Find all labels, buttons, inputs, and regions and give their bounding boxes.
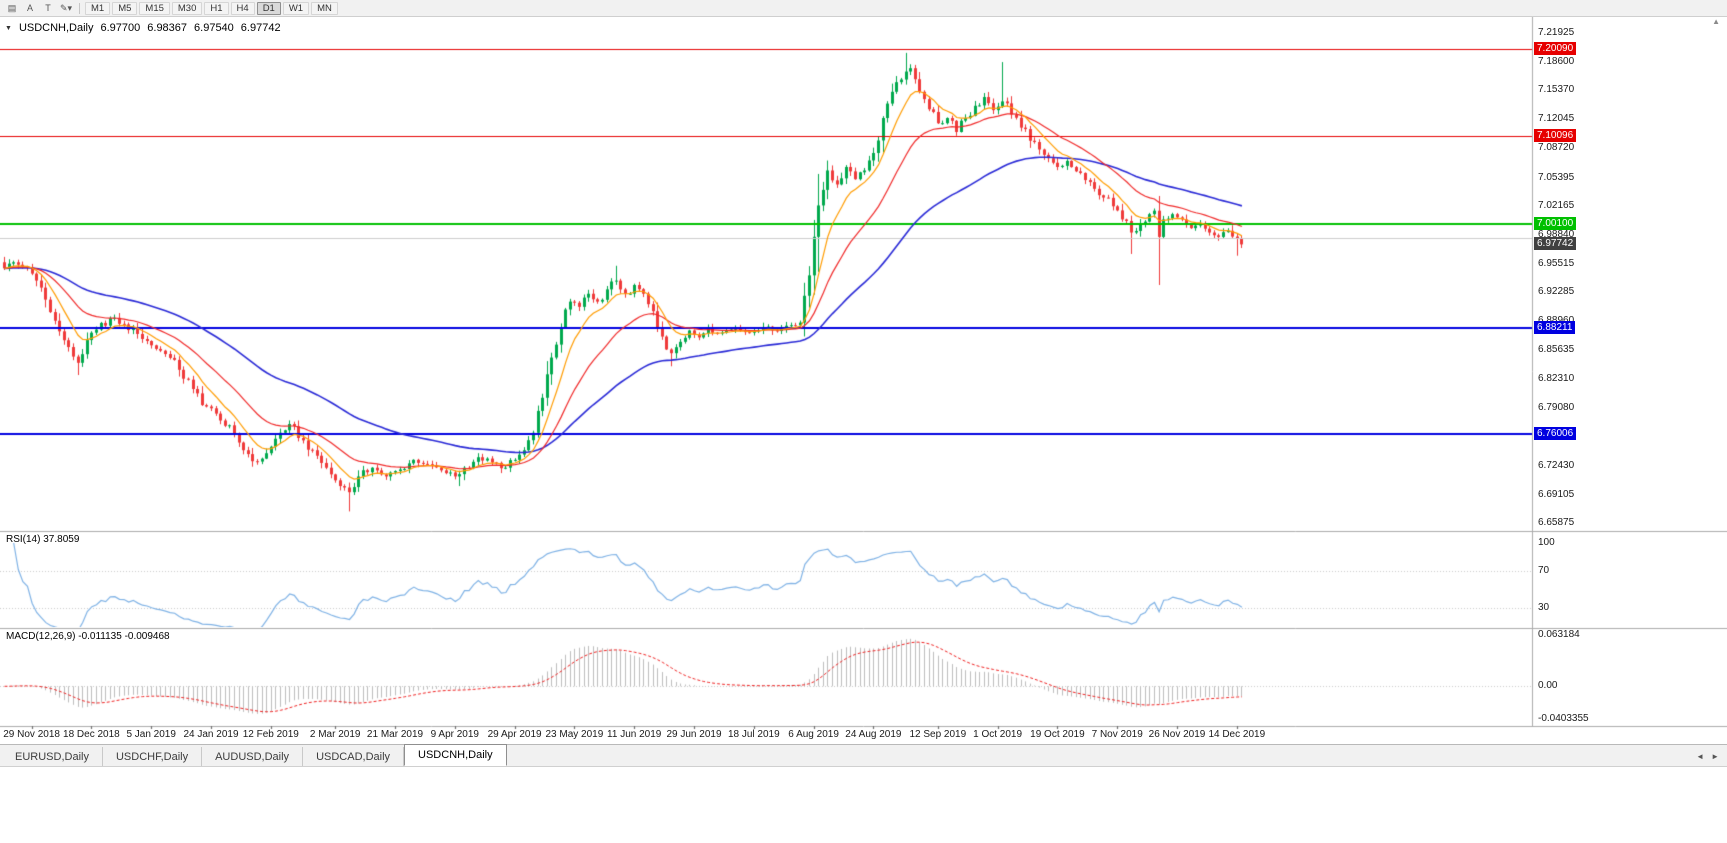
toolbar-icon-group: ▤ A T ✎▾ bbox=[4, 2, 74, 15]
ohlc-low: 6.97540 bbox=[194, 22, 234, 34]
timeframe-m15-button[interactable]: M15 bbox=[139, 1, 170, 15]
price-chart-canvas[interactable] bbox=[0, 17, 1727, 744]
draw-tools-icon[interactable]: ✎▾ bbox=[59, 2, 73, 13]
timeframe-w1-button[interactable]: W1 bbox=[282, 1, 310, 15]
tab-scroll-left-icon[interactable]: ◄ bbox=[1696, 752, 1705, 761]
timeframe-m5-button[interactable]: M5 bbox=[112, 1, 138, 15]
timeframe-mn-button[interactable]: MN bbox=[311, 1, 338, 15]
chart-tab-usdcad[interactable]: USDCAD,Daily bbox=[303, 747, 405, 766]
timeframe-m1-button[interactable]: M1 bbox=[85, 1, 111, 15]
rsi-label: RSI(14) 37.8059 bbox=[6, 534, 80, 545]
chart-tab-usdchf[interactable]: USDCHF,Daily bbox=[103, 747, 203, 766]
timeframe-button-group: M1 M5 M15 M30 H1 H4 D1 W1 MN bbox=[85, 1, 338, 15]
tab-scroll: ◄ ► bbox=[1693, 751, 1727, 766]
toolbar-separator bbox=[79, 2, 80, 14]
chart-tabbar: EURUSD,Daily USDCHF,Daily AUDUSD,Daily USDC… bbox=[0, 744, 1727, 767]
tab-scroll-right-icon[interactable]: ► bbox=[1711, 752, 1719, 761]
chart-tab-usdcnh[interactable]: USDCNH,Daily bbox=[404, 744, 507, 766]
symbol-title: USDCNH,Daily bbox=[18, 22, 94, 34]
scroll-up-icon[interactable]: ▲ bbox=[1712, 17, 1720, 26]
chart-header: ▼ USDCNH,Daily 6.97700 6.98367 6.97540 6… bbox=[5, 22, 281, 34]
ohlc-high: 6.98367 bbox=[147, 22, 188, 34]
chart-window-icon[interactable]: ▤ bbox=[7, 2, 17, 13]
chart-tab-eurusd[interactable]: EURUSD,Daily bbox=[2, 747, 103, 766]
cursor-icon[interactable]: A bbox=[26, 3, 33, 13]
tab-items: EURUSD,Daily USDCHF,Daily AUDUSD,Daily USDC… bbox=[2, 744, 507, 766]
toolbar: ▤ A T ✎▾ M1 M5 M15 M30 H1 H4 D1 W1 MN bbox=[0, 0, 1727, 17]
chart-area: 7.21925 7.18600 7.15370 7.12045 7.08720 7.053… bbox=[0, 17, 1727, 744]
text-label-icon[interactable]: T bbox=[45, 3, 51, 13]
ohlc-close: 6.97742 bbox=[240, 22, 281, 34]
chart-tab-audusd[interactable]: AUDUSD,Daily bbox=[202, 747, 304, 766]
timeframe-h4-button[interactable]: H4 bbox=[230, 1, 255, 15]
ohlc-open: 6.97700 bbox=[100, 22, 141, 34]
macd-label: MACD(12,26,9) -0.011135 -0.009468 bbox=[6, 631, 170, 642]
timeframe-h1-button[interactable]: H1 bbox=[204, 1, 229, 15]
symbol-dropdown-icon[interactable]: ▼ bbox=[5, 24, 12, 32]
timeframe-m30-button[interactable]: M30 bbox=[171, 1, 203, 15]
timeframe-d1-button[interactable]: D1 bbox=[256, 1, 281, 15]
